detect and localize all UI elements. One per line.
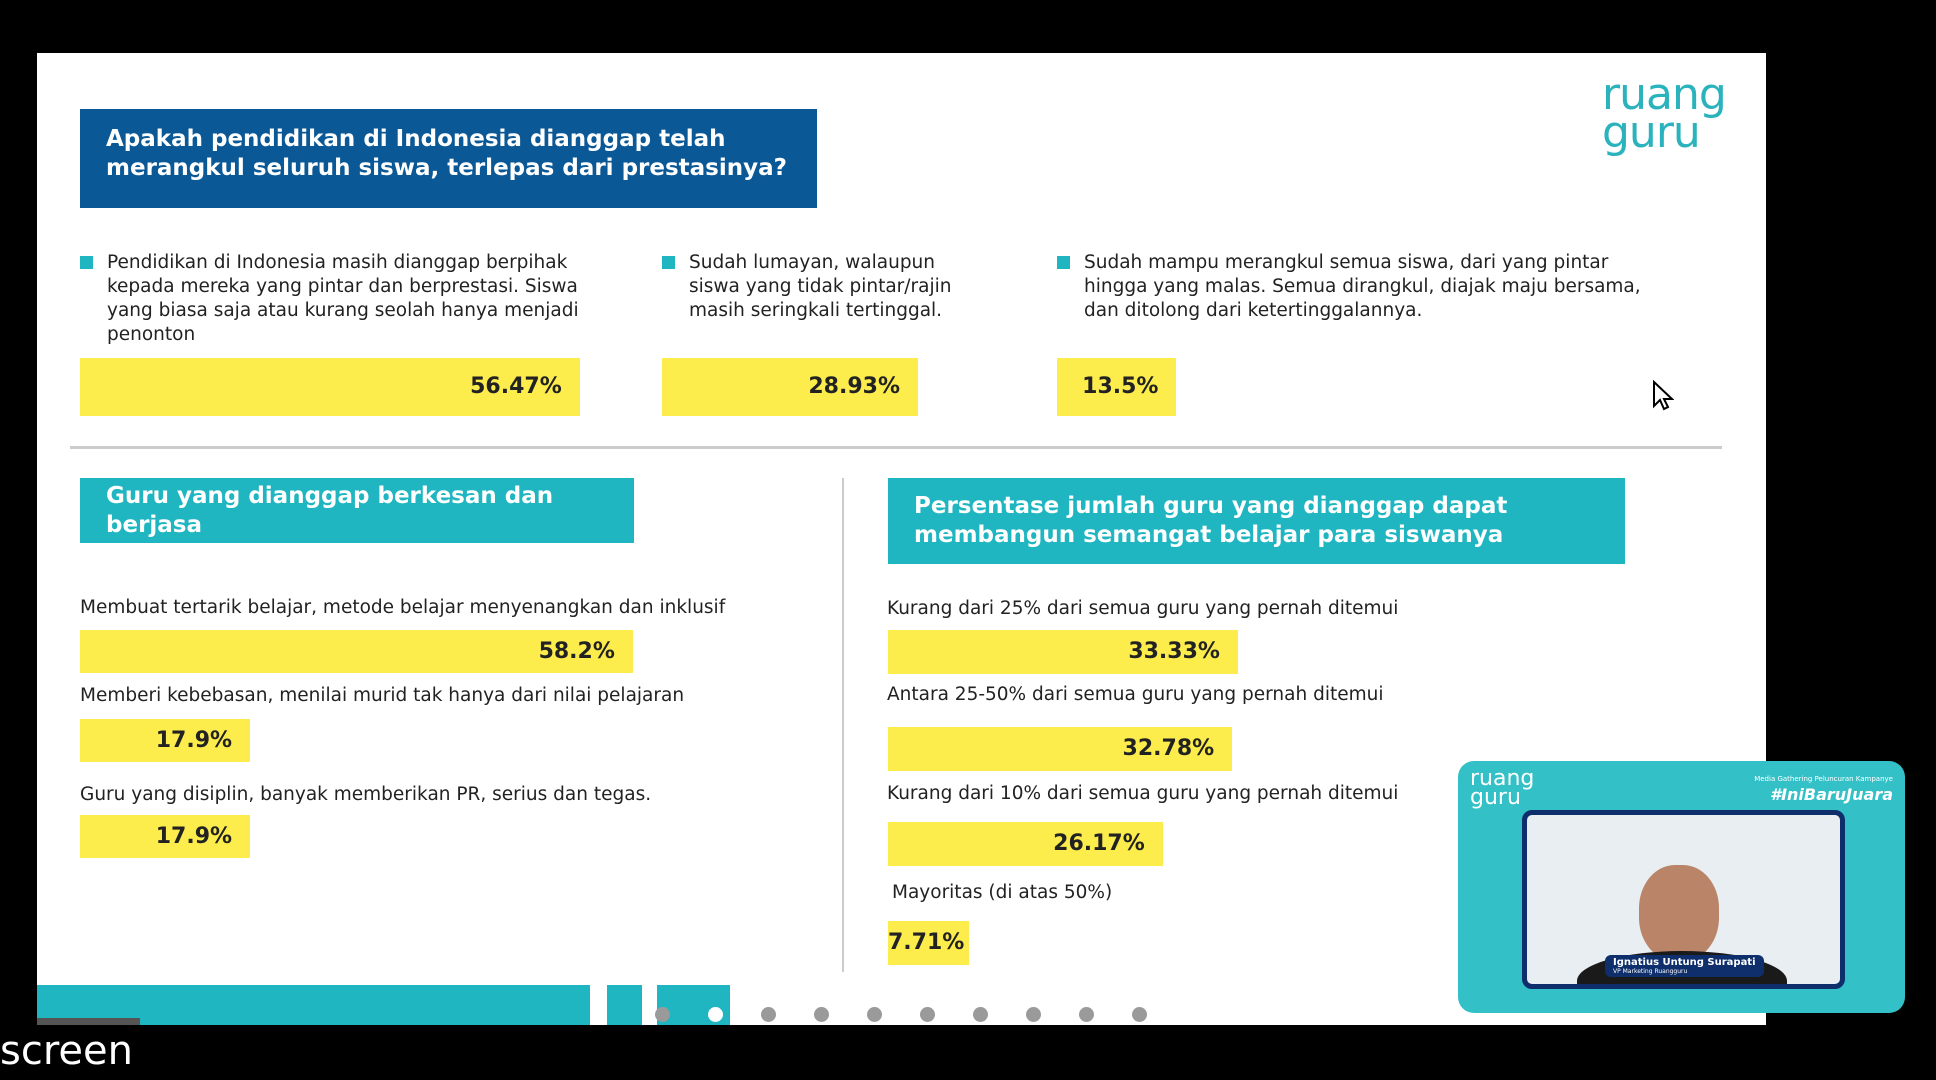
bar-value: 33.33% [1128,639,1220,664]
bar [80,630,633,673]
bar-value: 17.9% [155,728,233,753]
page-dot[interactable] [761,1007,776,1022]
logo-line: ruang [1602,69,1727,120]
item-label: Guru yang disiplin, banyak memberikan PR… [80,784,652,805]
section-title: Guru yang dianggap berkesan dan berjasa [80,478,634,543]
camera-frame: Ignatius Untung Surapati VP Marketing Ru… [1522,810,1845,989]
bar-value: 56.47% [470,374,562,399]
option-text: Pendidikan di Indonesia masih dianggap b… [80,251,600,347]
page-dot[interactable] [814,1007,829,1022]
bar-value: 26.17% [1053,831,1145,856]
bar-value: 13.5% [1082,374,1159,399]
footer-bar [607,985,642,1025]
logo-line: guru [1602,107,1701,158]
bar [888,921,969,965]
bar [888,822,1163,866]
option-text: Sudah mampu merangkul semua siswa, dari … [1057,251,1657,323]
video-hashtag: #IniBaruJuara [1769,785,1893,804]
bar-value: 58.2% [538,639,615,664]
name-tag: Ignatius Untung Surapati VP Marketing Ru… [1605,955,1764,977]
speaker-role: VP Marketing Ruangguru [1613,968,1688,975]
divider [70,446,1722,449]
item-label: Membuat tertarik belajar, metode belajar… [80,597,726,618]
bar-value: 7.71% [888,930,965,955]
item-label: Antara 25-50% dari semua guru yang perna… [887,684,1384,705]
page-dot[interactable] [655,1007,670,1022]
item-label: Memberi kebebasan, menilai murid tak han… [80,685,685,706]
page-dot[interactable] [1079,1007,1094,1022]
bar-value: 32.78% [1122,736,1215,761]
bar [80,719,251,762]
bar-value: 17.9% [155,824,233,849]
page-dot[interactable] [920,1007,935,1022]
section-title: Persentase jumlah guru yang dianggap dap… [888,478,1625,564]
speaker-name: Ignatius Untung Surapati [1613,957,1756,968]
bar [80,358,580,416]
page-dot[interactable] [708,1007,723,1022]
divider [842,478,844,972]
question-title: Apakah pendidikan di Indonesia dianggap … [80,109,817,208]
item-label: Kurang dari 25% dari semua guru yang per… [887,598,1399,619]
page-dot[interactable] [867,1007,882,1022]
bar [80,815,251,858]
bar [888,727,1233,771]
item-label: Mayoritas (di atas 50%) [892,882,1113,903]
page-dot[interactable] [973,1007,988,1022]
video-logo: ruang guru [1470,766,1535,810]
share-label: screen [0,1028,133,1074]
logo: ruang guru [1602,69,1727,158]
item-label: Kurang dari 10% dari semua guru yang per… [887,783,1399,804]
page-dot[interactable] [1026,1007,1041,1022]
person-head [1639,865,1719,961]
cursor [1653,380,1674,411]
bar-value: 28.93% [808,374,901,399]
bar [888,630,1238,674]
video-event: Media Gathering Peluncuran Kampanye [1754,775,1893,783]
page-dot[interactable] [1132,1007,1147,1022]
video-tile: ruang guru Media Gathering Peluncuran Ka… [1458,761,1905,1013]
bar [1057,358,1177,416]
option-text: Sudah lumayan, walaupun siswa yang tidak… [662,251,962,323]
progress [37,1018,140,1025]
bar [662,358,919,416]
